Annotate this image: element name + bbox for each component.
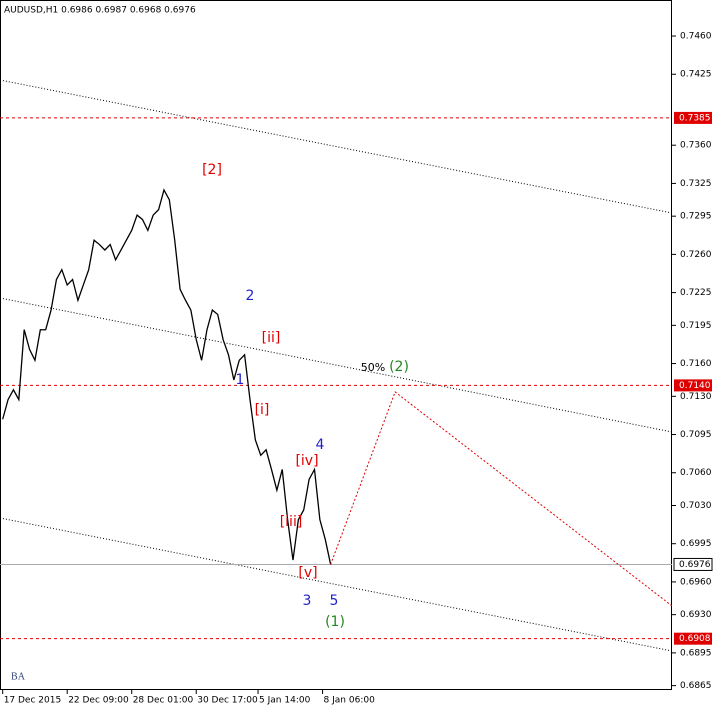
y-tick-label: 0.6995 <box>680 539 712 549</box>
y-tick-label: 0.6865 <box>680 681 712 691</box>
y-tick-label: 0.7030 <box>680 501 712 511</box>
y-tick-label: 0.6960 <box>680 577 712 587</box>
y-tick-label: 0.7425 <box>680 70 712 80</box>
x-tick-label: 17 Dec 2015 <box>4 696 62 706</box>
x-tick-label: 8 Jan 06:00 <box>324 696 376 706</box>
wave-label: [iv] <box>295 453 318 469</box>
wave-label: (2) <box>389 359 409 375</box>
y-tick-label: 0.6895 <box>680 648 712 658</box>
y-tick-label: 0.7360 <box>680 141 712 151</box>
x-tick-label: 5 Jan 14:00 <box>259 696 311 706</box>
level-tag <box>674 111 712 124</box>
y-tick-label: 0.7060 <box>680 468 712 478</box>
x-tick-label: 28 Dec 01:00 <box>133 696 194 706</box>
price-line <box>2 188 332 565</box>
wave-label: 50% <box>361 361 385 374</box>
last-price-label: 0.6976 <box>679 560 711 570</box>
y-tick-label: 0.7325 <box>680 179 712 189</box>
wave-label: 1 <box>236 372 245 388</box>
wave-label: [ii] <box>262 330 281 346</box>
channel-line <box>0 79 673 214</box>
channel-line <box>0 297 673 433</box>
x-tick-label: 30 Dec 17:00 <box>197 696 258 706</box>
x-tick-label: 22 Dec 09:00 <box>68 696 129 706</box>
forecast-line <box>330 391 673 607</box>
y-tick-label: 0.7095 <box>680 430 712 440</box>
y-tick-label: 0.7160 <box>680 359 712 369</box>
plot-frame <box>0 0 672 690</box>
wave-label: (1) <box>325 614 345 630</box>
wave-label: [iii] <box>280 514 303 530</box>
y-tick-label: 0.7295 <box>680 212 712 222</box>
chart-title: AUDUSD,H1 0.6986 0.6987 0.6968 0.6976 <box>4 6 196 16</box>
y-tick-label: 0.6930 <box>680 610 712 620</box>
wave-label: 4 <box>316 437 325 453</box>
last-price-tag <box>673 557 713 571</box>
y-tick-label: 0.7225 <box>680 288 712 298</box>
level-tag <box>674 632 712 645</box>
y-tick-label: 0.7130 <box>680 392 712 402</box>
y-tick-label: 0.7460 <box>680 32 712 42</box>
wave-label: 5 <box>330 593 339 609</box>
level-label: 0.7385 <box>679 113 711 123</box>
wave-label: [v] <box>298 565 317 581</box>
channel-line <box>0 517 673 652</box>
wave-label: BA <box>11 671 26 682</box>
wave-label: 3 <box>303 593 312 609</box>
level-tag <box>674 379 712 392</box>
wave-label: 2 <box>246 288 255 304</box>
y-tick-label: 0.7195 <box>680 321 712 331</box>
level-label: 0.7140 <box>679 381 711 391</box>
y-tick-label: 0.7260 <box>680 250 712 260</box>
wave-label: [i] <box>255 402 270 418</box>
level-label: 0.6908 <box>679 634 711 644</box>
wave-label: [2] <box>202 162 222 178</box>
